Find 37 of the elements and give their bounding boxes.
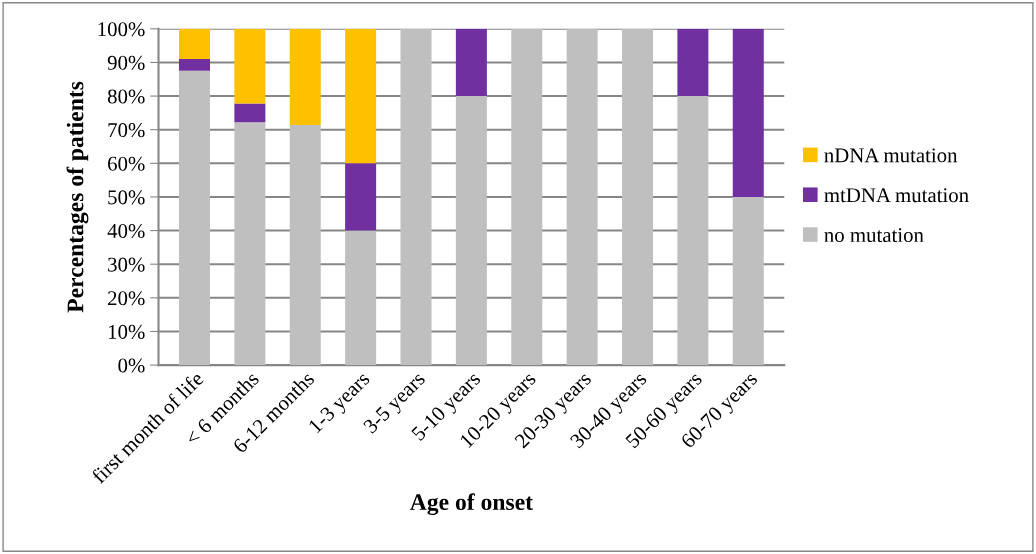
y-tick-label: 30% [108,257,145,272]
y-tick-label: 40% [107,223,145,239]
bar [345,163,377,231]
bar [179,28,211,60]
y-tick-label: 50% [108,190,145,205]
y-tick-label: 100% [98,22,145,37]
y-tick-label: 10% [108,324,145,339]
bar [345,28,377,164]
bar [677,96,709,366]
bar [234,28,266,104]
bar [400,28,432,366]
y-tick-label: 80% [107,89,145,104]
bar [179,59,211,71]
bar [455,96,487,366]
bar [289,124,321,366]
bar [511,28,543,366]
bar [289,28,321,125]
y-tick-label: 70% [108,123,145,138]
bar [566,28,598,366]
y-tick-label: 60% [108,156,145,171]
bar [345,230,377,366]
bar [622,28,654,366]
bar [732,196,764,366]
bar [234,103,266,123]
bar [677,28,709,97]
x-axis-title: Age of onset [409,493,533,516]
y-tick-label: 90% [107,55,145,70]
legend-label: nDNA mutation [824,148,958,163]
legend-label: mtDNA mutation [824,188,969,203]
y-axis-title: Percentages of patients [66,81,89,313]
bar [234,122,266,366]
y-tick-label: 0% [118,358,145,373]
bar [179,70,211,366]
bar [455,28,487,97]
legend-label: no mutation [824,228,924,243]
bar [732,28,764,197]
y-tick-label: 20% [108,291,145,306]
